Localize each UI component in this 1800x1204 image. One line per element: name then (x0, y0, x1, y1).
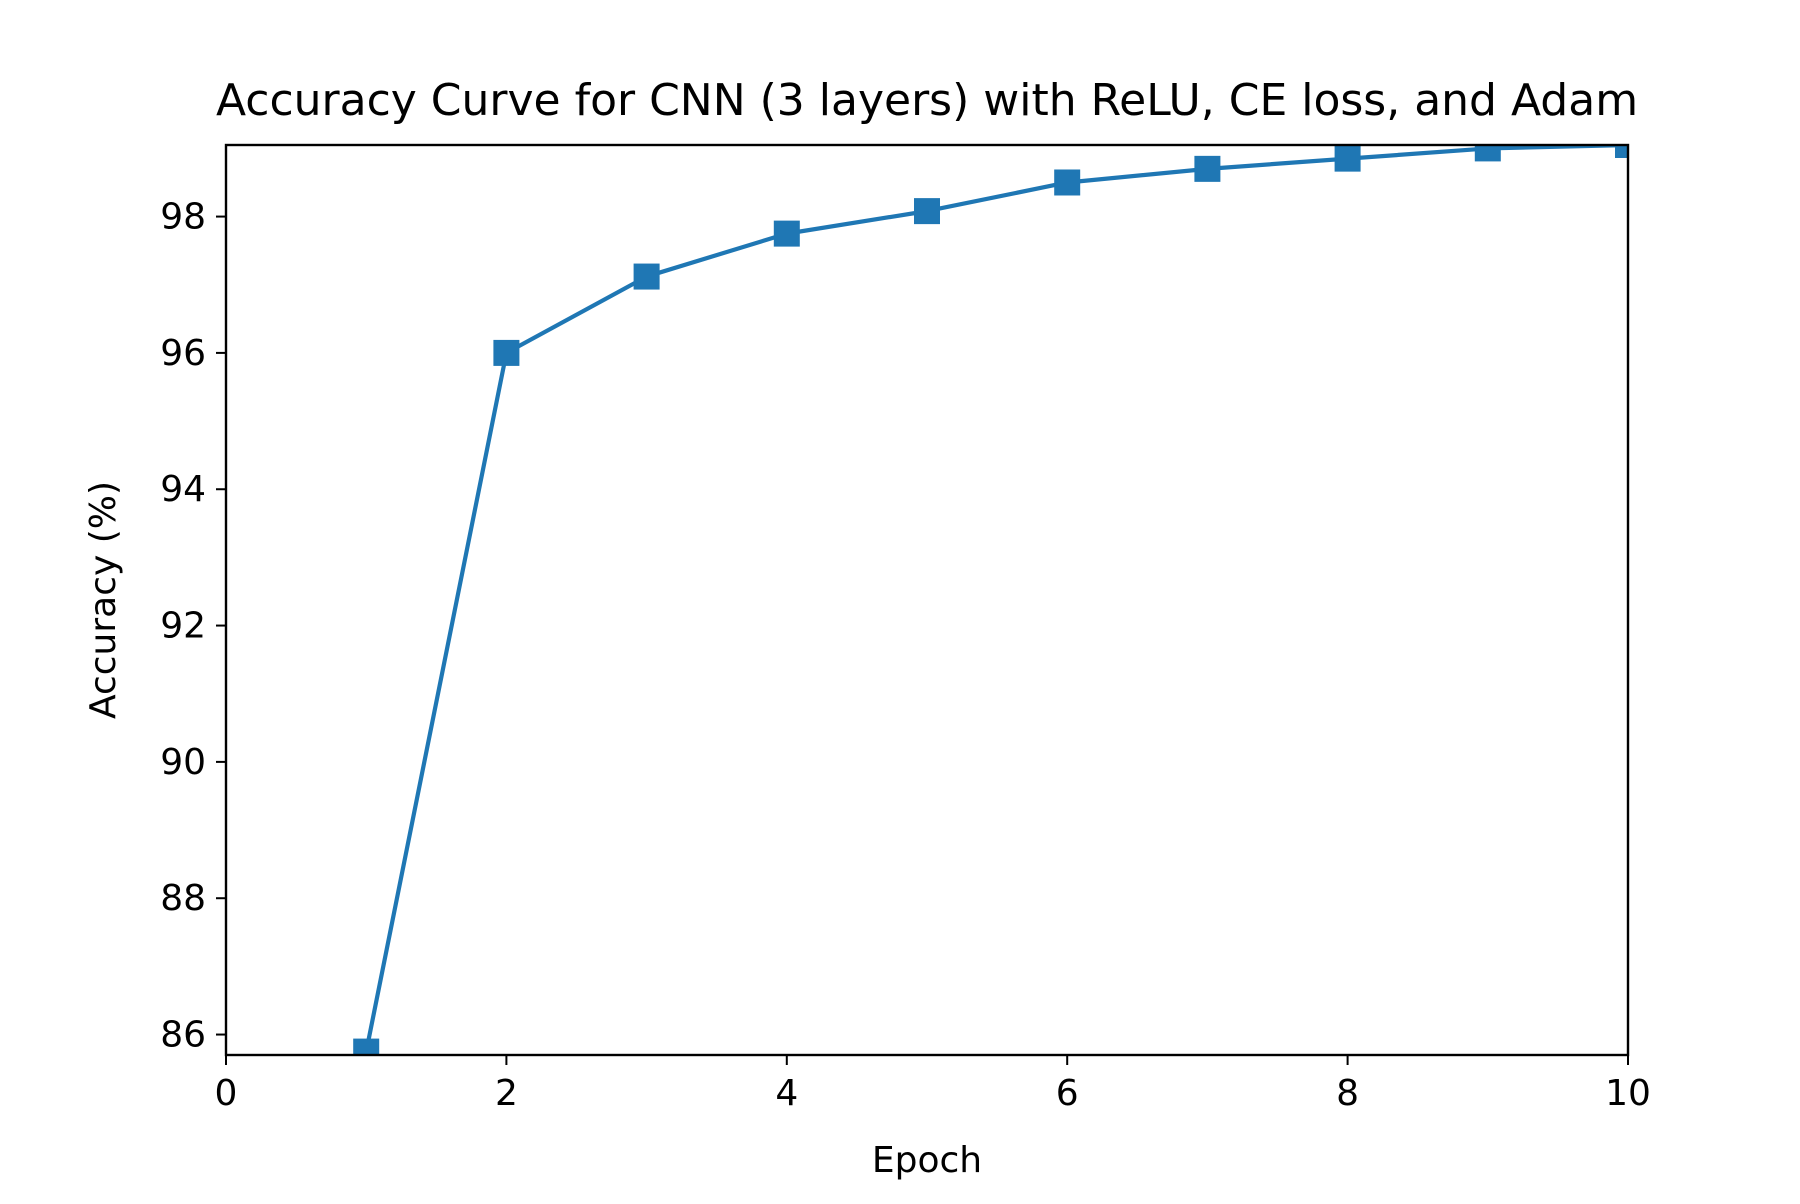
y-tick-label: 86 (160, 1015, 206, 1056)
x-axis: 0 2 4 6 8 10 (215, 1055, 1651, 1114)
series-line (364, 145, 1628, 1054)
x-tick-label: 8 (1336, 1073, 1359, 1114)
y-axis: 86 88 90 92 94 96 98 (160, 197, 226, 1056)
data-point-marker (1054, 169, 1081, 196)
chart-title: Accuracy Curve for CNN (3 layers) with R… (216, 75, 1638, 126)
y-axis-label: Accuracy (%) (83, 481, 124, 719)
data-point-marker (914, 198, 940, 225)
x-tick-label: 10 (1605, 1073, 1651, 1114)
data-point-marker (1334, 145, 1361, 172)
data-point-marker (1474, 145, 1501, 162)
data-point-marker (1194, 155, 1221, 182)
y-tick-label: 96 (160, 333, 206, 374)
data-point-marker (633, 263, 660, 290)
plot-frame (224, 143, 1630, 1057)
y-tick-label: 88 (160, 878, 206, 919)
x-axis-label: Epoch (872, 1140, 982, 1181)
x-tick-label: 2 (495, 1073, 518, 1114)
x-tick-label: 4 (775, 1073, 798, 1114)
data-point-marker (1615, 145, 1628, 158)
x-tick-label: 0 (215, 1073, 238, 1114)
data-point-marker (353, 1038, 380, 1055)
plot-background (226, 145, 1628, 1055)
y-tick-label: 98 (160, 197, 206, 238)
data-point-marker (493, 339, 520, 366)
y-tick-label: 94 (160, 469, 206, 510)
y-tick-label: 92 (160, 606, 206, 647)
x-tick-label: 6 (1056, 1073, 1079, 1114)
data-point-marker (773, 220, 800, 247)
series-layer (353, 145, 1628, 1055)
y-tick-label: 90 (160, 742, 206, 783)
plot-area (224, 143, 1630, 1057)
